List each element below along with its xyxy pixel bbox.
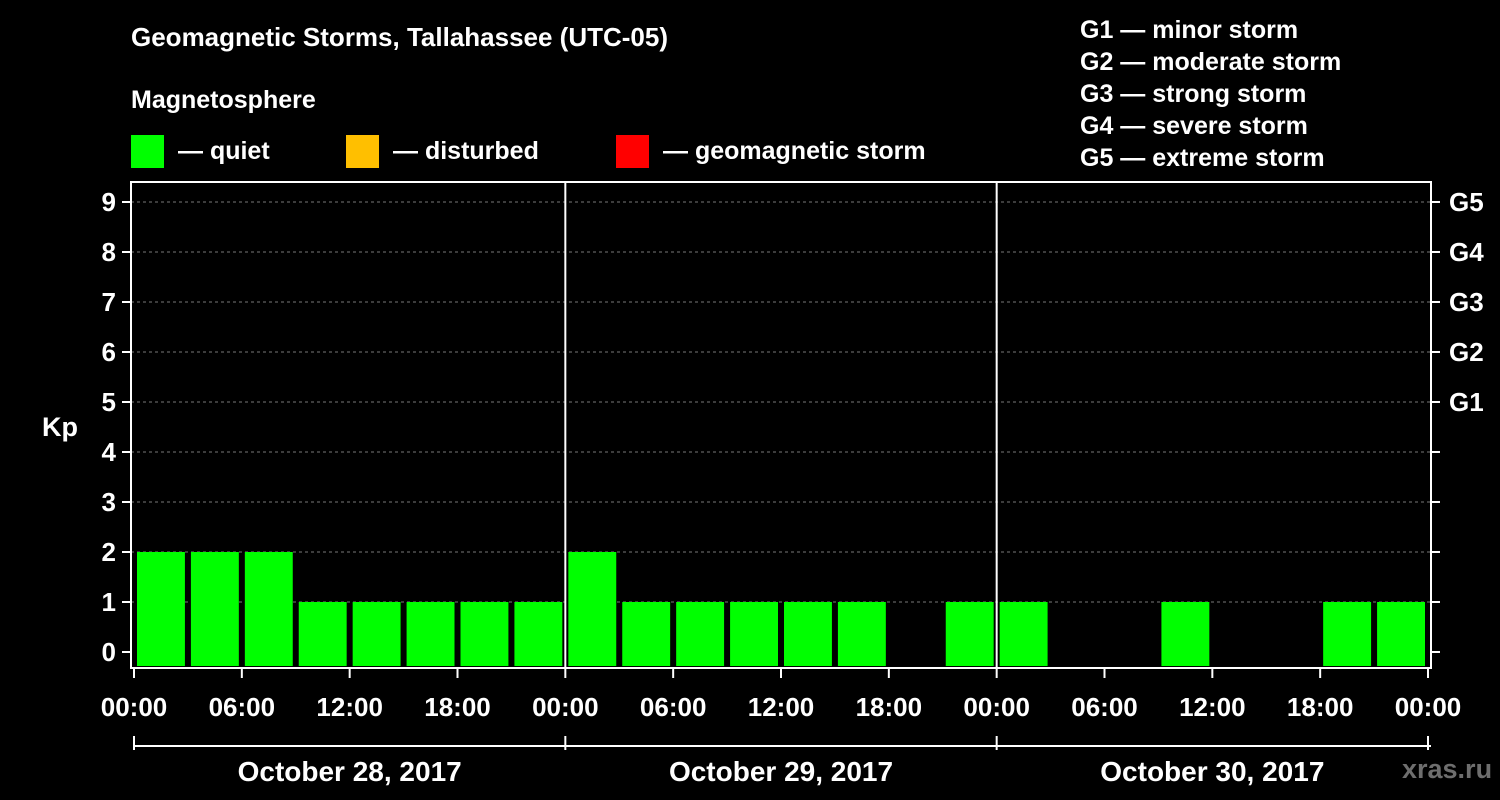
legend-label-disturbed: — disturbed [393,136,539,165]
kp-bar [137,552,185,666]
day-label: October 30, 2017 [1100,756,1324,787]
x-tick-label: 18:00 [424,692,491,722]
storm-level-g5: G5 — extreme storm [1080,144,1325,172]
g-scale-label: G5 [1449,187,1484,217]
day-label: October 28, 2017 [238,756,462,787]
y-tick-label: 3 [102,487,116,517]
kp-bar [352,602,401,666]
kp-bar [568,552,617,666]
y-tick-label: 4 [102,437,117,467]
g-scale-label: G4 [1449,237,1484,267]
kp-bar [244,552,293,666]
kp-bar [406,602,455,666]
kp-bar [676,602,725,666]
kp-bar [837,602,886,666]
x-tick-label: 00:00 [1395,692,1462,722]
x-tick-label: 06:00 [1071,692,1138,722]
g-scale-label: G1 [1449,387,1484,417]
legend-item-disturbed: — disturbed [346,134,539,168]
storm-level-g4: G4 — severe storm [1080,112,1308,140]
x-tick-label: 00:00 [532,692,599,722]
kp-bar [784,602,832,666]
storm-level-g2: G2 — moderate storm [1080,48,1342,76]
legend-label-quiet: — quiet [178,136,270,165]
y-tick-label: 9 [102,187,116,217]
x-tick-label: 06:00 [640,692,707,722]
kp-bar [190,552,239,666]
day-label: October 29, 2017 [669,756,893,787]
kp-bar [730,602,778,666]
legend-item-quiet: — quiet [131,134,270,168]
y-tick-label: 6 [102,337,116,367]
y-tick-label: 2 [102,537,116,567]
storm-level-legend: G1 — minor storm G2 — moderate storm G3 … [1080,14,1341,174]
y-axis-label: Kp [42,412,78,442]
x-tick-label: 06:00 [209,692,276,722]
x-tick-label: 12:00 [316,692,383,722]
plot-frame [130,181,1432,669]
legend-label-storm: — geomagnetic storm [663,136,926,165]
x-tick-label: 12:00 [1179,692,1246,722]
x-tick-label: 18:00 [1287,692,1354,722]
kp-bar [514,602,563,666]
legend-item-storm: — geomagnetic storm [616,134,926,168]
kp-bar [1377,602,1425,666]
kp-bar [460,602,509,666]
watermark: xras.ru [1402,754,1493,784]
kp-bar [622,602,671,666]
x-tick-label: 12:00 [748,692,815,722]
legend-title: Magnetosphere [131,86,316,114]
storm-level-g3: G3 — strong storm [1080,80,1307,108]
storm-level-g1: G1 — minor storm [1080,16,1299,44]
kp-bar [298,602,347,666]
legend-swatch-storm [616,134,649,168]
g-scale-label: G2 [1449,337,1484,367]
chart-title: Geomagnetic Storms, Tallahassee (UTC-05) [131,22,669,52]
y-tick-label: 8 [102,237,116,267]
kp-bar [1161,602,1210,666]
x-tick-label: 00:00 [101,692,168,722]
x-tick-label: 18:00 [856,692,923,722]
legend-swatch-quiet [131,134,164,168]
g-scale-label: G3 [1449,287,1484,317]
y-tick-label: 1 [102,587,116,617]
y-tick-label: 5 [102,387,116,417]
kp-bar [945,602,994,666]
kp-bar [999,602,1048,666]
y-tick-label: 7 [102,287,116,317]
x-tick-label: 00:00 [963,692,1030,722]
kp-bar [1323,602,1372,666]
y-tick-label: 0 [102,637,116,667]
legend-swatch-disturbed [346,134,379,168]
